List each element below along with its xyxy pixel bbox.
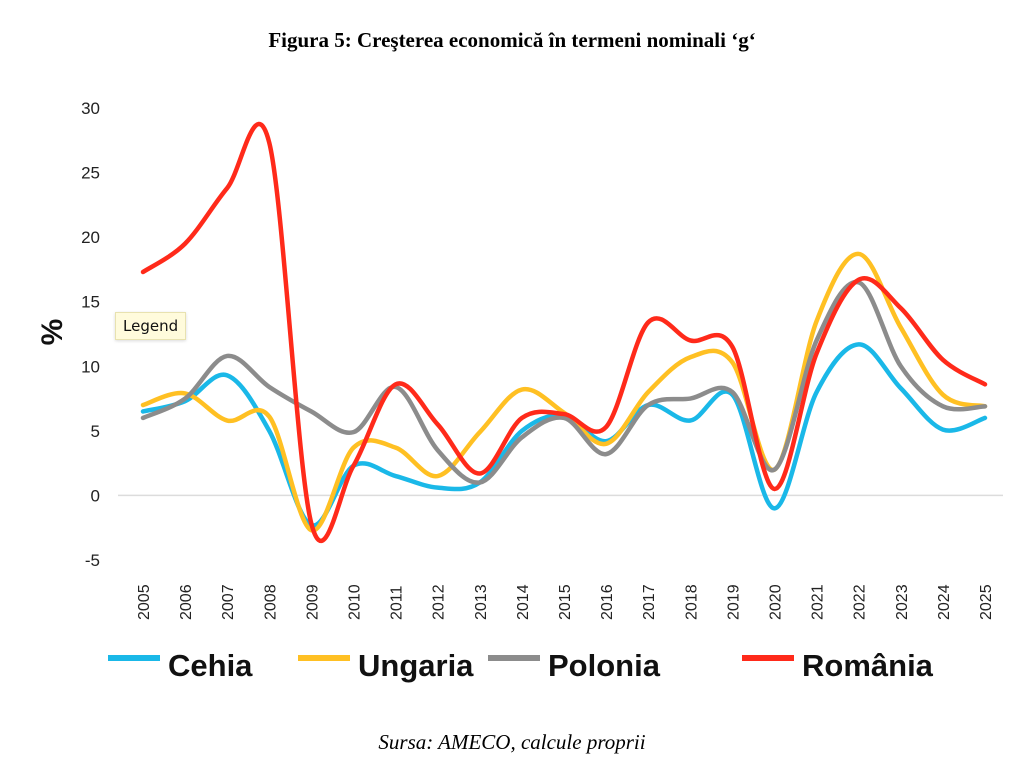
x-tick-label: 2005 [136,584,153,620]
x-tick-label: 2017 [641,584,658,620]
series-line-românia [140,121,988,544]
x-tick-label: 2016 [599,584,616,620]
y-tick-label: -5 [85,551,100,570]
y-tick-label: 5 [91,422,100,441]
x-tick-label: 2012 [431,584,448,620]
x-tick-label: 2022 [852,584,869,620]
x-tick-label: 2019 [725,584,742,620]
legend-label: Ungaria [358,648,474,683]
x-tick-label: 2009 [304,584,321,620]
y-tick-label: 10 [81,357,100,376]
x-tick-label: 2021 [810,584,827,620]
x-tick-label: 2006 [178,584,195,620]
figure-source: Sursa: AMECO, calcule proprii [378,730,646,754]
x-tick-label: 2025 [978,584,995,620]
series-line-polonia [140,279,988,485]
series-line-ungaria [140,251,988,533]
x-tick-label: 2015 [557,584,574,620]
legend-label: România [802,648,934,683]
legend-label: Cehia [168,648,253,683]
x-tick-label: 2010 [347,584,364,620]
legend-label: Polonia [548,648,661,683]
x-tick-label: 2011 [389,585,406,620]
x-tick-label: 2014 [515,584,532,620]
y-tick-label: 15 [81,293,100,312]
series-line-cehia [140,342,988,528]
x-tick-label: 2007 [220,584,237,620]
y-tick-label: 0 [91,486,100,505]
figure-title: Figura 5: Creşterea economică în termeni… [268,28,756,52]
x-tick-label: 2023 [894,584,911,620]
y-axis-label: % [36,319,69,346]
x-tick-label: 2013 [473,584,490,620]
y-tick-label: 25 [81,164,100,183]
y-tick-label: 30 [81,99,100,118]
x-tick-label: 2024 [936,584,953,620]
x-tick-label: 2018 [683,584,700,620]
y-tick-label: 20 [81,228,100,247]
x-tick-label: 2008 [262,584,279,620]
legend-tooltip: Legend [115,312,187,340]
x-tick-label: 2020 [768,584,785,620]
